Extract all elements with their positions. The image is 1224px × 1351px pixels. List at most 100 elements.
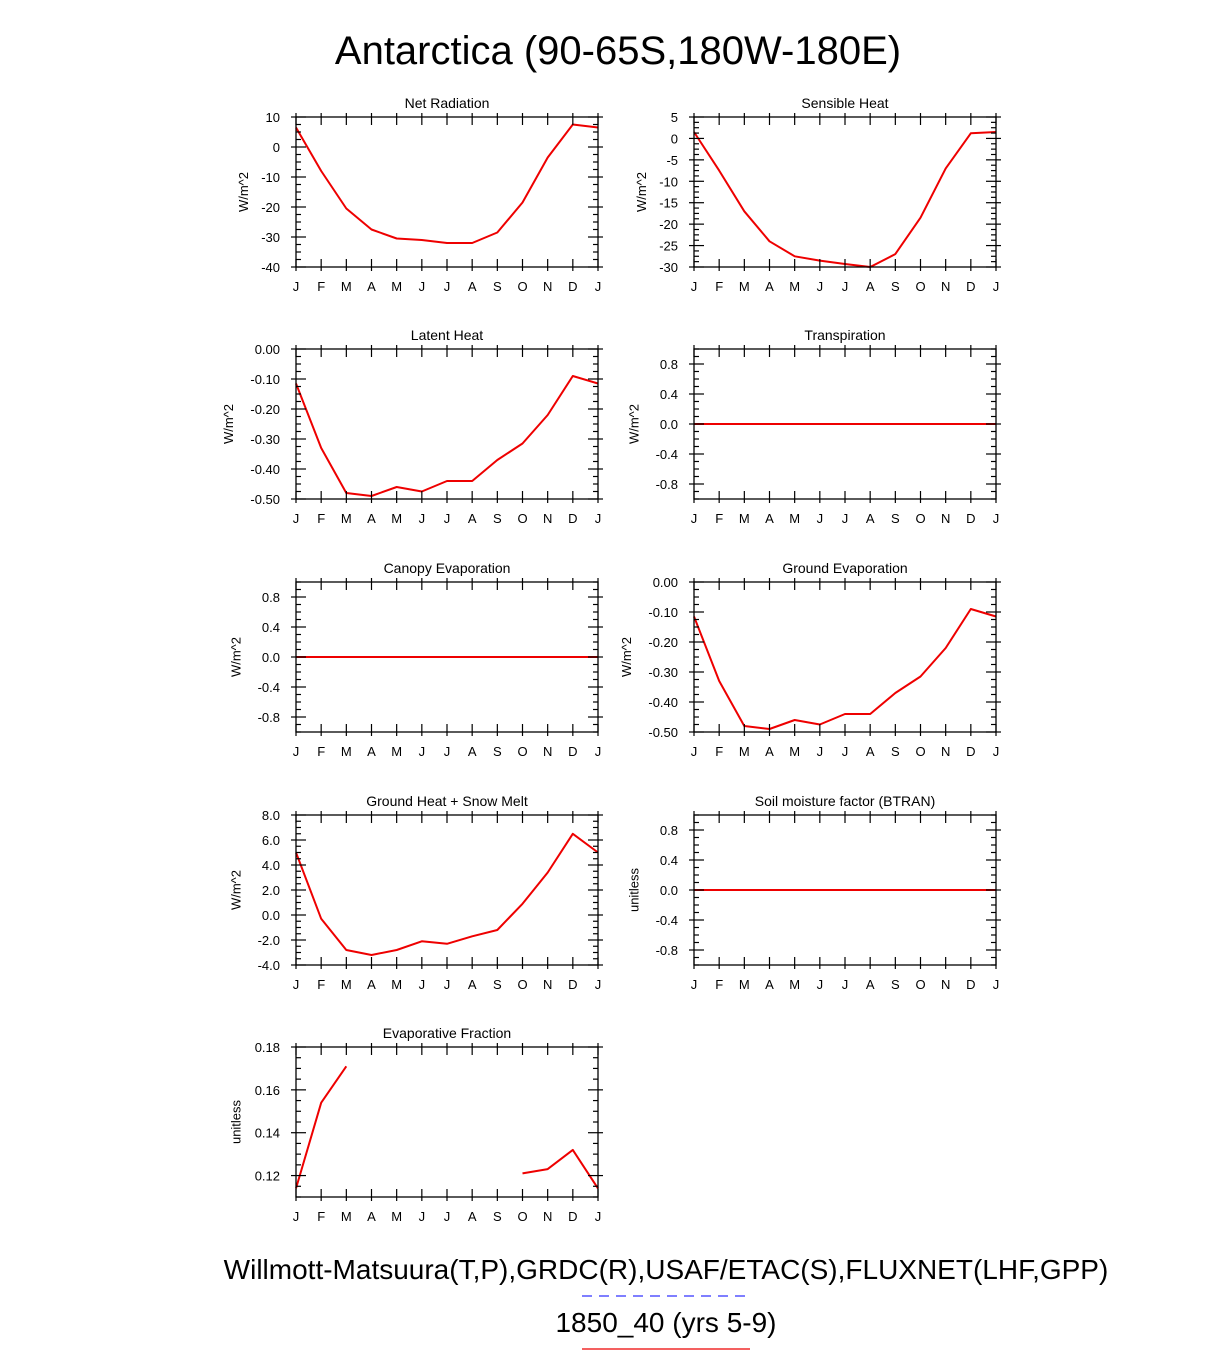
x-tick-label: A <box>367 511 376 526</box>
x-tick-label: J <box>817 279 824 294</box>
x-tick-label: D <box>966 977 975 992</box>
panel-title: Transpiration <box>804 327 885 343</box>
x-tick-label: O <box>517 279 527 294</box>
x-tick-label: J <box>293 744 300 759</box>
x-tick-label: J <box>993 511 1000 526</box>
x-tick-label: J <box>691 744 698 759</box>
x-tick-label: A <box>765 279 774 294</box>
y-tick-label: -20 <box>659 217 678 232</box>
y-tick-label: -25 <box>659 239 678 254</box>
x-tick-label: J <box>419 511 426 526</box>
x-tick-label: S <box>891 744 900 759</box>
x-tick-label: N <box>543 977 552 992</box>
y-axis-label: unitless <box>626 867 641 912</box>
x-tick-label: M <box>341 1209 352 1224</box>
y-axis-label: W/m^2 <box>626 404 641 444</box>
y-tick-label: 2.0 <box>262 883 280 898</box>
y-axis-label: W/m^2 <box>634 172 649 212</box>
x-tick-label: A <box>468 744 477 759</box>
x-tick-label: A <box>765 744 774 759</box>
x-tick-label: M <box>789 279 800 294</box>
x-tick-label: A <box>866 744 875 759</box>
x-tick-label: M <box>789 511 800 526</box>
y-tick-label: -0.8 <box>258 710 280 725</box>
y-tick-label: -20 <box>261 200 280 215</box>
x-tick-label: N <box>543 1209 552 1224</box>
x-tick-label: S <box>493 511 502 526</box>
x-tick-label: A <box>866 977 875 992</box>
y-tick-label: 8.0 <box>262 808 280 823</box>
y-tick-label: -0.8 <box>656 943 678 958</box>
x-tick-label: J <box>419 977 426 992</box>
x-tick-label: J <box>444 1209 451 1224</box>
y-tick-label: -15 <box>659 196 678 211</box>
y-tick-label: 6.0 <box>262 833 280 848</box>
x-tick-label: A <box>367 1209 376 1224</box>
y-tick-label: 0.16 <box>255 1083 280 1098</box>
y-tick-label: -5 <box>666 153 678 168</box>
plot-frame <box>693 581 997 733</box>
x-tick-label: D <box>568 1209 577 1224</box>
x-tick-label: J <box>842 511 849 526</box>
x-tick-label: F <box>715 279 723 294</box>
footer-line-2: 1850_40 (yrs 5-9) <box>555 1307 776 1338</box>
y-tick-label: -0.40 <box>648 695 678 710</box>
panel-title: Evaporative Fraction <box>383 1025 511 1041</box>
x-tick-label: O <box>915 977 925 992</box>
x-tick-label: F <box>317 1209 325 1224</box>
series-line <box>693 608 997 730</box>
x-tick-label: F <box>715 511 723 526</box>
y-axis-label: W/m^2 <box>228 637 243 677</box>
x-tick-label: N <box>941 744 950 759</box>
y-axis-label: W/m^2 <box>619 637 634 677</box>
x-tick-label: J <box>817 977 824 992</box>
y-tick-label: -0.4 <box>258 680 280 695</box>
y-tick-label: 0.18 <box>255 1040 280 1055</box>
plot-frame <box>693 116 997 268</box>
x-tick-label: S <box>493 977 502 992</box>
x-tick-label: A <box>367 744 376 759</box>
x-tick-label: M <box>739 744 750 759</box>
y-tick-label: 0.8 <box>660 823 678 838</box>
x-tick-label: J <box>595 977 602 992</box>
x-tick-label: O <box>915 279 925 294</box>
x-tick-label: F <box>715 977 723 992</box>
x-tick-label: M <box>739 977 750 992</box>
x-tick-label: J <box>993 977 1000 992</box>
y-tick-label: -0.40 <box>250 462 280 477</box>
x-tick-label: J <box>842 744 849 759</box>
y-tick-label: -0.50 <box>250 492 280 507</box>
x-tick-label: M <box>739 279 750 294</box>
panel-title: Latent Heat <box>411 327 483 343</box>
series-line <box>295 123 599 244</box>
y-tick-label: -30 <box>659 260 678 275</box>
x-tick-label: J <box>293 511 300 526</box>
x-tick-label: O <box>517 511 527 526</box>
y-tick-label: 0.12 <box>255 1169 280 1184</box>
x-tick-label: O <box>915 511 925 526</box>
y-tick-label: -2.0 <box>258 933 280 948</box>
y-tick-label: 0.4 <box>660 387 678 402</box>
y-tick-label: -0.50 <box>648 725 678 740</box>
y-tick-label: 0.4 <box>262 620 280 635</box>
x-tick-label: S <box>891 279 900 294</box>
panel-soil-moisture-factor-btran: Soil moisture factor (BTRAN)J F M A M J J A S O N D… <box>626 793 1001 992</box>
main-title: Antarctica (90-65S,180W-180E) <box>335 29 901 73</box>
x-tick-label: A <box>468 511 477 526</box>
y-tick-label: 10 <box>266 110 280 125</box>
x-tick-label: A <box>468 977 477 992</box>
panel-title: Sensible Heat <box>801 95 888 111</box>
y-axis-label: W/m^2 <box>221 404 236 444</box>
x-tick-label: J <box>817 511 824 526</box>
x-tick-label: S <box>891 977 900 992</box>
y-tick-label: -0.4 <box>656 913 678 928</box>
x-tick-label: N <box>543 511 552 526</box>
x-tick-label: M <box>391 279 402 294</box>
x-tick-label: S <box>493 1209 502 1224</box>
x-tick-label: J <box>842 977 849 992</box>
y-tick-label: 0.8 <box>262 590 280 605</box>
x-tick-label: M <box>789 977 800 992</box>
